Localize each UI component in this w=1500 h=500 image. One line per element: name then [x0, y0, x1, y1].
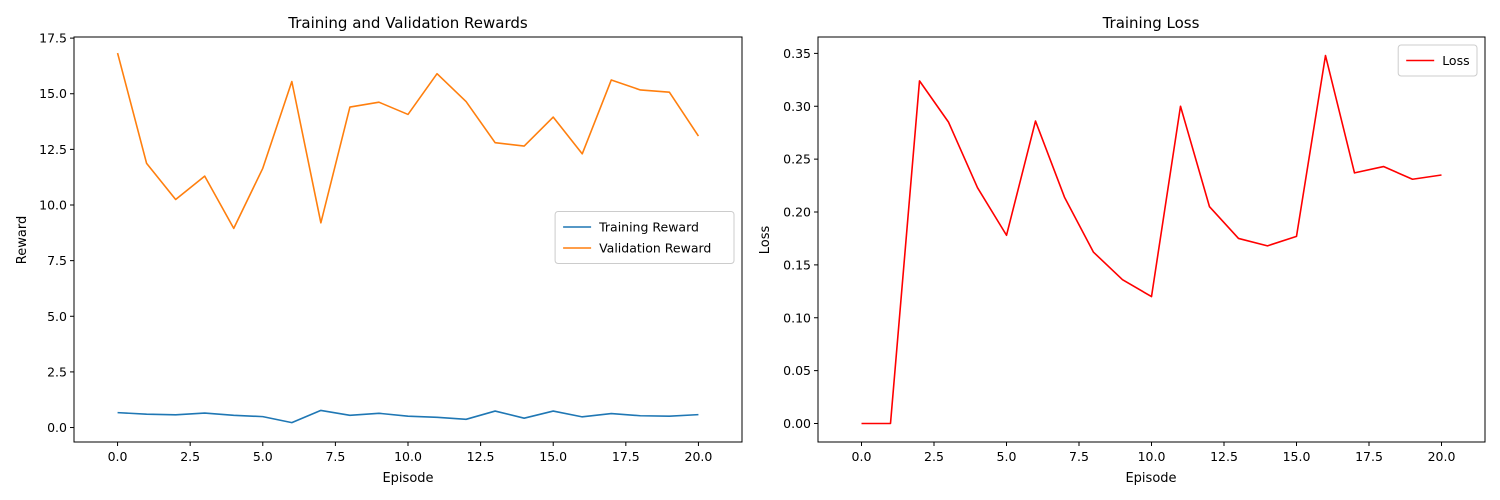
rewards-x-tick-label: 17.5 — [612, 449, 640, 464]
rewards-x-tick-label: 15.0 — [539, 449, 567, 464]
loss-y-tick-label: 0.20 — [783, 205, 811, 220]
loss-y-tick-label: 0.25 — [783, 152, 811, 167]
loss-legend: Loss — [1397, 44, 1478, 77]
rewards-chart: Training and Validation Rewards Episode … — [15, 14, 743, 486]
loss-x-tick-label: 17.5 — [1355, 449, 1383, 464]
loss-x-tick-label: 10.0 — [1138, 449, 1166, 464]
loss-x-tick-label: 15.0 — [1283, 449, 1311, 464]
loss-x-tick-label: 7.5 — [1069, 449, 1089, 464]
rewards-x-tick-label: 5.0 — [253, 449, 273, 464]
loss-chart-xlabel: Episode — [1125, 471, 1176, 486]
loss-y-tick-label: 0.10 — [783, 310, 811, 325]
rewards-y-tick-label: 2.5 — [47, 364, 67, 379]
rewards-y-tick-label: 5.0 — [47, 309, 67, 324]
loss-chart-ylabel: Loss — [758, 226, 773, 255]
rewards-legend-label: Validation Reward — [599, 241, 711, 256]
rewards-x-tick-label: 20.0 — [685, 449, 713, 464]
rewards-y-tick-label: 0.0 — [47, 420, 67, 435]
rewards-y-tick-label: 7.5 — [47, 253, 67, 268]
rewards-x-tick-label: 10.0 — [394, 449, 422, 464]
loss-x-tick-label: 12.5 — [1210, 449, 1238, 464]
rewards-legend-box — [554, 211, 735, 264]
rewards-chart-ylabel: Reward — [15, 216, 30, 264]
rewards-y-tick-label: 10.0 — [39, 198, 67, 213]
loss-y-tick-label: 0.05 — [783, 363, 811, 378]
loss-legend-label: Loss — [1442, 53, 1469, 68]
rewards-chart-title: Training and Validation Rewards — [287, 14, 528, 32]
loss-y-tick-label: 0.00 — [783, 416, 811, 431]
loss-x-tick-label: 5.0 — [997, 449, 1017, 464]
rewards-series-line-2 — [116, 52, 700, 230]
loss-y-tick-label: 0.15 — [783, 257, 811, 272]
rewards-x-tick-label: 7.5 — [325, 449, 345, 464]
loss-y-tick-label: 0.30 — [783, 99, 811, 114]
loss-series-line-1 — [861, 54, 1442, 425]
rewards-y-tick-label: 15.0 — [39, 86, 67, 101]
loss-x-tick-label: 2.5 — [924, 449, 944, 464]
loss-legend-box — [1397, 44, 1478, 77]
loss-chart-title: Training Loss — [1102, 14, 1200, 32]
rewards-x-tick-label: 12.5 — [467, 449, 495, 464]
loss-y-tick-label: 0.35 — [783, 46, 811, 61]
rewards-series-line-1 — [117, 409, 699, 424]
loss-x-tick-label: 0.0 — [852, 449, 872, 464]
rewards-x-tick-label: 2.5 — [180, 449, 200, 464]
rewards-chart-xlabel: Episode — [382, 471, 433, 486]
rewards-legend: Training Reward Validation Reward — [554, 211, 735, 264]
loss-x-tick-label: 20.0 — [1428, 449, 1456, 464]
rewards-x-tick-label: 0.0 — [108, 449, 128, 464]
rewards-y-tick-label: 17.5 — [39, 31, 67, 46]
rewards-legend-label: Training Reward — [598, 220, 699, 235]
loss-chart: Training Loss Episode Loss 0.0 2.5 5.0 7.5 1… — [758, 14, 1486, 486]
rewards-y-tick-label: 12.5 — [39, 142, 67, 157]
